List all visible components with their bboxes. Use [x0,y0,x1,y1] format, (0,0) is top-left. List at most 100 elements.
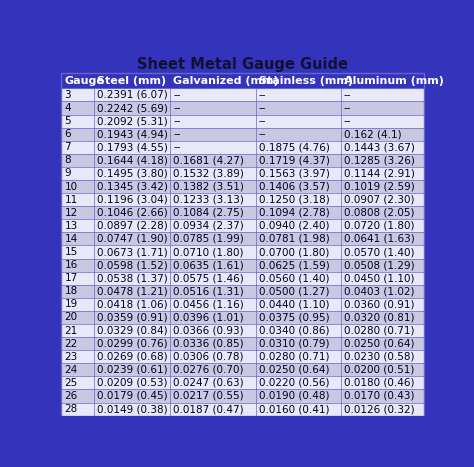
Bar [62,337,424,350]
Text: 0.0280 (0.71): 0.0280 (0.71) [258,352,329,362]
Bar [62,259,424,272]
Text: 0.0366 (0.93): 0.0366 (0.93) [173,325,244,336]
Bar [62,73,424,88]
Bar [62,206,424,219]
Text: 0.0450 (1.10): 0.0450 (1.10) [344,273,414,283]
Text: 0.0396 (1.01): 0.0396 (1.01) [173,312,244,322]
Text: Galvanized (mm): Galvanized (mm) [173,76,279,85]
Text: 0.0190 (0.48): 0.0190 (0.48) [258,391,329,401]
Bar [62,324,424,337]
Text: 14: 14 [64,234,78,244]
Text: 0.1382 (3.51): 0.1382 (3.51) [173,182,244,191]
Text: 9: 9 [64,169,71,178]
Text: 0.0440 (1.10): 0.0440 (1.10) [258,299,329,309]
Text: 0.0907 (2.30): 0.0907 (2.30) [344,195,414,205]
Text: Sheet Metal Gauge Guide: Sheet Metal Gauge Guide [137,57,348,72]
Text: --: -- [258,116,266,126]
Text: 23: 23 [64,352,78,362]
Text: 0.0720 (1.80): 0.0720 (1.80) [344,221,414,231]
Text: 0.0641 (1.63): 0.0641 (1.63) [344,234,415,244]
Text: 0.0340 (0.86): 0.0340 (0.86) [258,325,329,336]
Bar [62,311,424,324]
Text: 0.0170 (0.43): 0.0170 (0.43) [344,391,414,401]
Text: 0.0250 (0.64): 0.0250 (0.64) [344,339,414,349]
Text: 10: 10 [64,182,78,191]
Text: 0.1084 (2.75): 0.1084 (2.75) [173,208,244,218]
Text: 0.0217 (0.55): 0.0217 (0.55) [173,391,244,401]
Text: 0.0329 (0.84): 0.0329 (0.84) [97,325,168,336]
Text: Aluminum (mm): Aluminum (mm) [344,76,444,85]
Text: 0.0710 (1.80): 0.0710 (1.80) [173,247,244,257]
Text: --: -- [344,103,351,113]
Text: 0.2242 (5.69): 0.2242 (5.69) [97,103,168,113]
Bar [62,298,424,311]
Text: 0.1943 (4.94): 0.1943 (4.94) [97,129,168,139]
Bar [62,127,424,141]
Text: 6: 6 [64,129,71,139]
Bar [62,193,424,206]
Text: 0.0230 (0.58): 0.0230 (0.58) [344,352,414,362]
Text: 0.0934 (2.37): 0.0934 (2.37) [173,221,244,231]
Text: 0.0478 (1.21): 0.0478 (1.21) [97,286,168,296]
Text: 0.0149 (0.38): 0.0149 (0.38) [97,404,168,414]
Text: 0.0781 (1.98): 0.0781 (1.98) [258,234,329,244]
Text: 0.0336 (0.85): 0.0336 (0.85) [173,339,244,349]
Bar [62,403,424,416]
Text: 0.0187 (0.47): 0.0187 (0.47) [173,404,244,414]
Text: 4: 4 [64,103,71,113]
Text: --: -- [258,103,266,113]
Bar [62,114,424,127]
Bar [62,180,424,193]
Text: 0.0560 (1.40): 0.0560 (1.40) [258,273,329,283]
Text: 15: 15 [64,247,78,257]
Text: 5: 5 [64,116,71,126]
Text: --: -- [344,90,351,100]
Text: 19: 19 [64,299,78,309]
Text: 0.0276 (0.70): 0.0276 (0.70) [173,365,244,375]
Text: 0.0180 (0.46): 0.0180 (0.46) [344,378,414,388]
Text: 0.0635 (1.61): 0.0635 (1.61) [173,260,244,270]
Text: --: -- [173,142,181,152]
Text: 0.0306 (0.78): 0.0306 (0.78) [173,352,244,362]
Bar [62,272,424,285]
Text: --: -- [173,116,181,126]
Text: Stainless (mm): Stainless (mm) [258,76,353,85]
Text: 0.1495 (3.80): 0.1495 (3.80) [97,169,168,178]
Text: 0.1406 (3.57): 0.1406 (3.57) [258,182,329,191]
Text: 0.0508 (1.29): 0.0508 (1.29) [344,260,414,270]
Bar [62,167,424,180]
Bar [62,154,424,167]
Text: 0.0280 (0.71): 0.0280 (0.71) [344,325,414,336]
Text: 0.2391 (6.07): 0.2391 (6.07) [97,90,168,100]
Text: 0.0250 (0.64): 0.0250 (0.64) [258,365,329,375]
Text: 25: 25 [64,378,78,388]
Text: 0.0403 (1.02): 0.0403 (1.02) [344,286,414,296]
Text: --: -- [173,103,181,113]
Text: 0.1019 (2.59): 0.1019 (2.59) [344,182,415,191]
Text: 0.0700 (1.80): 0.0700 (1.80) [258,247,329,257]
Text: 0.0359 (0.91): 0.0359 (0.91) [97,312,168,322]
Bar [62,363,424,376]
Bar [62,101,424,114]
Text: 0.1563 (3.97): 0.1563 (3.97) [258,169,329,178]
Text: 0.0418 (1.06): 0.0418 (1.06) [97,299,168,309]
Text: Steel (mm): Steel (mm) [97,76,166,85]
Text: 0.162 (4.1): 0.162 (4.1) [344,129,401,139]
Text: --: -- [173,90,181,100]
Text: 0.0575 (1.46): 0.0575 (1.46) [173,273,244,283]
Text: 0.0538 (1.37): 0.0538 (1.37) [97,273,168,283]
Text: --: -- [258,90,266,100]
Text: 0.1443 (3.67): 0.1443 (3.67) [344,142,415,152]
Text: 0.1233 (3.13): 0.1233 (3.13) [173,195,244,205]
Text: 0.0160 (0.41): 0.0160 (0.41) [258,404,329,414]
Text: 11: 11 [64,195,78,205]
Bar [62,389,424,403]
Text: 0.1793 (4.55): 0.1793 (4.55) [97,142,168,152]
Bar [62,246,424,259]
Bar [62,285,424,298]
Text: 0.0456 (1.16): 0.0456 (1.16) [173,299,244,309]
Text: 0.0598 (1.52): 0.0598 (1.52) [97,260,168,270]
Text: 13: 13 [64,221,78,231]
Bar [62,376,424,389]
Text: 0.0299 (0.76): 0.0299 (0.76) [97,339,168,349]
